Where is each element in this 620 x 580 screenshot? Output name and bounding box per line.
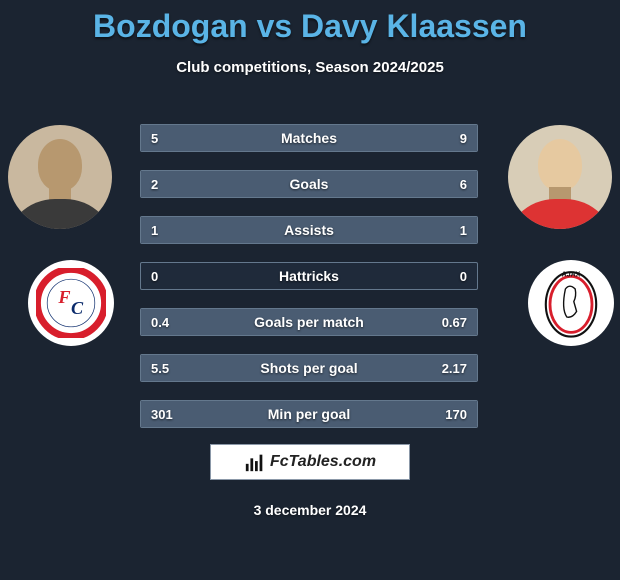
svg-text:C: C	[71, 298, 84, 318]
stat-label: Min per goal	[141, 401, 477, 427]
stat-label: Hattricks	[141, 263, 477, 289]
silhouette-icon	[8, 125, 112, 229]
stat-row: 59Matches	[140, 124, 478, 152]
club-badge-icon: AJAX	[536, 268, 606, 338]
svg-text:F: F	[57, 287, 70, 307]
brand-label: FcTables.com	[270, 453, 376, 471]
comparison-chart: 59Matches 26Goals 11Assists 00Hattricks 0.40…	[140, 124, 478, 446]
stat-row: 11Assists	[140, 216, 478, 244]
svg-text:AJAX: AJAX	[562, 271, 581, 278]
stat-label: Assists	[141, 217, 477, 243]
stat-row: 00Hattricks	[140, 262, 478, 290]
silhouette-icon	[508, 125, 612, 229]
date-label: 3 december 2024	[0, 502, 620, 518]
bars-chart-icon	[244, 451, 266, 473]
stat-label: Shots per goal	[141, 355, 477, 381]
stat-row: 0.40.67Goals per match	[140, 308, 478, 336]
stat-label: Matches	[141, 125, 477, 151]
club-badge-icon: F C	[36, 268, 106, 338]
stat-row: 5.52.17Shots per goal	[140, 354, 478, 382]
stat-row: 301170Min per goal	[140, 400, 478, 428]
page-title: Bozdogan vs Davy Klaassen	[0, 0, 620, 45]
stat-label: Goals	[141, 171, 477, 197]
player-right-avatar	[508, 125, 612, 229]
brand-badge[interactable]: FcTables.com	[210, 444, 410, 480]
stat-row: 26Goals	[140, 170, 478, 198]
player-left-club-badge: F C	[28, 260, 114, 346]
stat-label: Goals per match	[141, 309, 477, 335]
player-right-club-badge: AJAX	[528, 260, 614, 346]
subtitle: Club competitions, Season 2024/2025	[0, 59, 620, 76]
player-left-avatar	[8, 125, 112, 229]
